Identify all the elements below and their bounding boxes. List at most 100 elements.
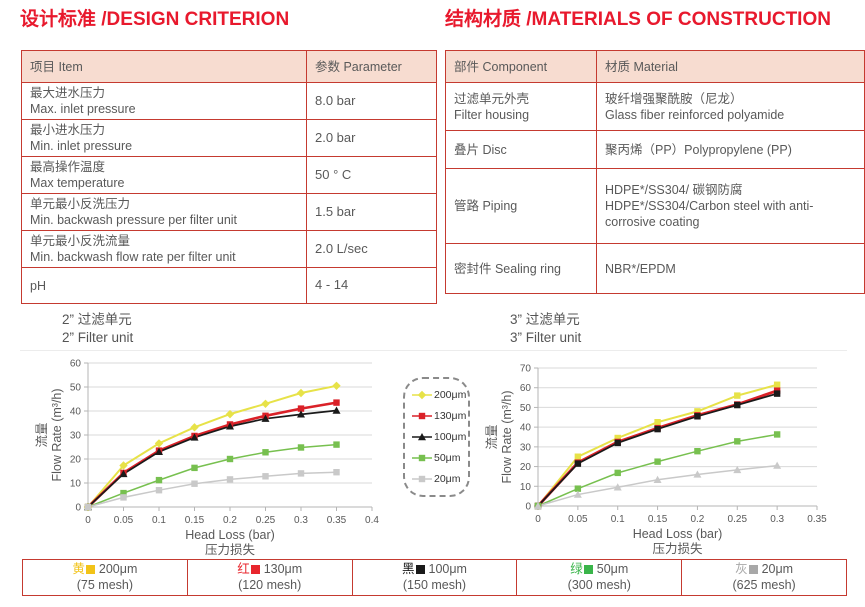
- marker-triangle: [332, 406, 341, 414]
- legend-item: 200μm: [412, 385, 468, 406]
- chart-title-3inch: 3” 过滤单元 3” Filter unit: [510, 311, 581, 347]
- y-tick-label: 50: [70, 383, 82, 394]
- marker-square: [734, 401, 741, 409]
- table-row: 最大进水压力 Max. inlet pressure 8.0 bar: [21, 82, 437, 120]
- marker-triangle: [693, 470, 702, 478]
- material-line: HDPE*/SS304/Carbon steel with anti-corro…: [605, 199, 814, 229]
- y-tick-label: 70: [520, 364, 532, 375]
- x-tick-label: 0.35: [807, 514, 827, 525]
- parameter-cell: 2.0 L/sec: [306, 230, 437, 268]
- materials-table: 部件 Component 材质 Material 过滤单元外壳 Filter hou…: [445, 50, 865, 294]
- component-cell: 管路 Piping: [445, 168, 597, 244]
- item-cell: pH: [21, 267, 307, 304]
- component-line: Filter housing: [454, 107, 530, 122]
- mesh-legend-line1: 红 130μm: [237, 562, 302, 578]
- marker-square: [773, 390, 781, 397]
- chart-title-3inch-zh: 3” 过滤单元: [510, 312, 580, 327]
- legend-marker-icon: [412, 412, 432, 420]
- micron-label: 50μm: [596, 561, 629, 576]
- materials-heading: 结构材质 /MATERIALS OF CONSTRUCTION: [445, 9, 831, 30]
- marker-square: [773, 381, 781, 388]
- item-line: Min. inlet pressure: [30, 139, 133, 153]
- marker-square: [297, 444, 305, 451]
- flow-rate-chart-3inch: 0 10 20 30 40 50 60 70 0 0.05 0.1 0.15 0.2 0.25 0.3 0.3…: [482, 352, 865, 562]
- material-cell: 聚丙烯（PP）Polypropylene (PP): [596, 130, 865, 169]
- marker-square: [155, 476, 163, 484]
- x-tick-label: 0.2: [690, 514, 704, 525]
- marker-triangle: [190, 433, 199, 441]
- legend-item: 20μm: [412, 469, 468, 490]
- x-tick-label: 0.3: [770, 514, 784, 525]
- legend-item: 100μm: [412, 427, 468, 448]
- marker-square: [155, 487, 163, 494]
- marker-triangle: [261, 414, 270, 422]
- marker-square: [614, 469, 621, 477]
- x-tick-label: 0.15: [185, 515, 205, 526]
- x-tick-label: 0: [535, 514, 541, 525]
- x-tick-label: 0.15: [648, 514, 668, 525]
- parameter-cell: 8.0 bar: [306, 82, 437, 120]
- color-name-zh: 灰: [735, 561, 748, 576]
- table-row: 单元最小反洗压力 Min. backwash pressure per filte…: [21, 193, 437, 231]
- design-table-body: 最大进水压力 Max. inlet pressure 8.0 bar 最小进水压力 Mi…: [21, 82, 437, 304]
- component-cell: 密封件 Sealing ring: [445, 243, 597, 294]
- marker-diamond: [296, 388, 306, 398]
- marker-triangle: [653, 475, 662, 483]
- mesh-label: (625 mesh): [732, 577, 796, 592]
- marker-square: [574, 453, 582, 460]
- marker-diamond: [190, 423, 199, 432]
- mesh-label: (150 mesh): [402, 577, 467, 592]
- item-cell: 单元最小反洗压力 Min. backwash pressure per filte…: [21, 193, 307, 231]
- marker-diamond: [261, 399, 270, 408]
- color-name-zh: 黑: [401, 561, 415, 576]
- micron-label: 20μm: [761, 561, 794, 576]
- marker-square: [226, 476, 234, 483]
- parameter-cell: 50 ° C: [306, 156, 437, 194]
- chart-title-2inch-zh: 2” 过滤单元: [62, 312, 132, 327]
- series-line-100μm: [537, 392, 778, 507]
- table-row: 密封件 Sealing ring NBR*/EPDM: [445, 243, 865, 294]
- mesh-legend-cell: 绿 50μm (300 mesh): [516, 560, 681, 595]
- micron-label: 130μm: [263, 561, 303, 576]
- marker-diamond: [332, 381, 341, 390]
- marker-square: [418, 454, 426, 462]
- marker-square: [333, 469, 340, 476]
- item-line: Min. backwash flow rate per filter unit: [30, 250, 236, 264]
- marker-square: [694, 413, 701, 420]
- mesh-legend-cell: 红 130μm (120 mesh): [186, 560, 352, 595]
- marker-triangle: [613, 483, 622, 491]
- legend-item: 50μm: [412, 448, 468, 469]
- marker-square: [333, 399, 340, 406]
- marker-square: [654, 425, 661, 433]
- chart-svg: 0 10 20 30 40 50 60 0 0.05 0.1 0.15 0.2 0.25 0.3 0.35 0…: [35, 359, 379, 558]
- section-divider: [20, 350, 847, 351]
- x-tick-label: 0.2: [223, 515, 237, 526]
- color-swatch: [748, 565, 758, 575]
- mesh-legend-line1: 绿 50μm: [570, 562, 628, 578]
- marker-square: [297, 470, 305, 477]
- legend-item-label: 50μm: [434, 452, 461, 464]
- y-tick-label: 20: [70, 455, 82, 466]
- marker-square: [226, 455, 234, 463]
- item-line: Max. inlet pressure: [30, 102, 136, 116]
- mesh-legend-cell: 黄 200μm (75 mesh): [23, 560, 187, 595]
- x-tick-label: 0.05: [568, 514, 588, 525]
- design-criterion-table: 项目 Item 参数 Parameter 最大进水压力 Max. inlet pre…: [21, 50, 437, 304]
- y-tick-label: 0: [75, 503, 81, 514]
- materials-table-body: 过滤单元外壳 Filter housing 玻纤增强聚酰胺（尼龙） Glass fib…: [445, 82, 865, 294]
- x-tick-label: 0.05: [114, 515, 134, 526]
- marker-square: [694, 408, 701, 415]
- column-header: 材质 Material: [596, 50, 865, 83]
- marker-triangle: [534, 502, 542, 510]
- table-row: 最小进水压力 Min. inlet pressure 2.0 bar: [21, 119, 437, 157]
- item-line: pH: [30, 278, 46, 293]
- marker-diamond: [154, 439, 164, 448]
- item-line: Min. backwash pressure per filter unit: [30, 213, 238, 227]
- component-cell: 叠片 Disc: [445, 130, 597, 169]
- marker-square: [654, 458, 661, 465]
- materials-table-head: 部件 Component 材质 Material: [445, 50, 865, 83]
- x-tick-label: 0.1: [152, 515, 166, 526]
- item-cell: 单元最小反洗流量 Min. backwash flow rate per filt…: [21, 230, 307, 268]
- mesh-legend-line1: 灰 20μm: [735, 562, 793, 578]
- marker-triangle: [773, 461, 782, 469]
